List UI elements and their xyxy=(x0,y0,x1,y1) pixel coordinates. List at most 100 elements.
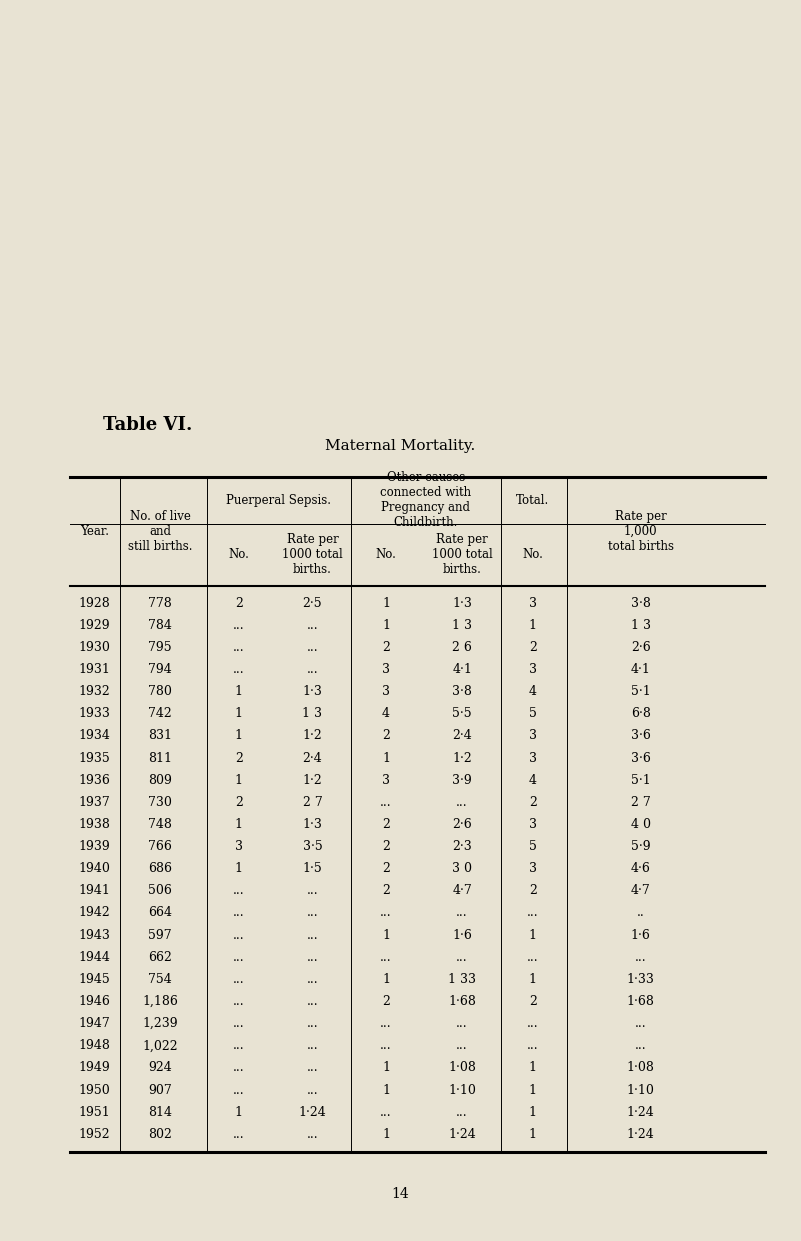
Text: 1·3: 1·3 xyxy=(303,818,322,831)
Text: ...: ... xyxy=(233,973,244,985)
Text: No.: No. xyxy=(522,549,543,561)
Text: 1942: 1942 xyxy=(78,906,111,920)
Text: ...: ... xyxy=(307,1018,318,1030)
Text: 924: 924 xyxy=(148,1061,172,1075)
Text: 1·08: 1·08 xyxy=(449,1061,476,1075)
Text: ...: ... xyxy=(635,1018,646,1030)
Text: No.: No. xyxy=(376,549,396,561)
Text: Total.: Total. xyxy=(516,494,549,506)
Text: ...: ... xyxy=(527,951,538,964)
Text: 1949: 1949 xyxy=(78,1061,111,1075)
Text: 2: 2 xyxy=(382,818,390,831)
Text: 1: 1 xyxy=(382,597,390,609)
Text: 1·68: 1·68 xyxy=(627,995,654,1008)
Text: 1,022: 1,022 xyxy=(143,1039,178,1052)
Text: ...: ... xyxy=(233,995,244,1008)
Text: 4: 4 xyxy=(529,685,537,699)
Text: ...: ... xyxy=(527,906,538,920)
Text: 1933: 1933 xyxy=(78,707,111,720)
Text: ...: ... xyxy=(307,1061,318,1075)
Text: 3: 3 xyxy=(529,818,537,831)
Text: 3: 3 xyxy=(529,862,537,875)
Text: 2: 2 xyxy=(235,752,243,764)
Text: 2: 2 xyxy=(235,795,243,809)
Text: ...: ... xyxy=(380,1039,392,1052)
Text: ...: ... xyxy=(233,906,244,920)
Text: 662: 662 xyxy=(148,951,172,964)
Text: 1·6: 1·6 xyxy=(453,928,472,942)
Text: 1948: 1948 xyxy=(78,1039,111,1052)
Text: 4·1: 4·1 xyxy=(453,663,472,676)
Text: 730: 730 xyxy=(148,795,172,809)
Text: ...: ... xyxy=(635,951,646,964)
Text: 1952: 1952 xyxy=(78,1128,111,1140)
Text: 780: 780 xyxy=(148,685,172,699)
Text: 2: 2 xyxy=(529,885,537,897)
Text: Rate per
1000 total
births.: Rate per 1000 total births. xyxy=(432,534,493,576)
Text: 2: 2 xyxy=(529,995,537,1008)
Text: 3: 3 xyxy=(382,663,390,676)
Text: 2: 2 xyxy=(382,995,390,1008)
Text: ...: ... xyxy=(233,928,244,942)
Text: 1: 1 xyxy=(235,730,243,742)
Text: 802: 802 xyxy=(148,1128,172,1140)
Text: ...: ... xyxy=(307,663,318,676)
Text: 1·24: 1·24 xyxy=(627,1106,654,1118)
Text: 1: 1 xyxy=(529,619,537,632)
Text: 597: 597 xyxy=(148,928,172,942)
Text: 3: 3 xyxy=(529,597,537,609)
Text: 5: 5 xyxy=(529,840,537,853)
Text: 1940: 1940 xyxy=(78,862,111,875)
Text: 778: 778 xyxy=(148,597,172,609)
Text: 1,239: 1,239 xyxy=(143,1018,178,1030)
Text: ...: ... xyxy=(233,1061,244,1075)
Text: 6·8: 6·8 xyxy=(631,707,650,720)
Text: 754: 754 xyxy=(148,973,172,985)
Text: Table VI.: Table VI. xyxy=(103,416,192,434)
Text: 809: 809 xyxy=(148,773,172,787)
Text: 5: 5 xyxy=(529,707,537,720)
Text: 1937: 1937 xyxy=(78,795,111,809)
Text: 1: 1 xyxy=(235,773,243,787)
Text: 2·6: 2·6 xyxy=(631,640,650,654)
Text: 2: 2 xyxy=(382,885,390,897)
Text: 1·10: 1·10 xyxy=(627,1083,654,1097)
Text: 1·6: 1·6 xyxy=(631,928,650,942)
Text: 1·2: 1·2 xyxy=(303,773,322,787)
Text: 2: 2 xyxy=(529,795,537,809)
Text: ...: ... xyxy=(527,1018,538,1030)
Text: ...: ... xyxy=(307,906,318,920)
Text: 1: 1 xyxy=(235,818,243,831)
Text: ...: ... xyxy=(307,1039,318,1052)
Text: ...: ... xyxy=(233,1018,244,1030)
Text: 795: 795 xyxy=(148,640,172,654)
Text: ...: ... xyxy=(307,973,318,985)
Text: ...: ... xyxy=(307,640,318,654)
Text: 1935: 1935 xyxy=(78,752,111,764)
Text: 3: 3 xyxy=(529,730,537,742)
Text: 3: 3 xyxy=(529,663,537,676)
Text: ...: ... xyxy=(457,795,468,809)
Text: 5·1: 5·1 xyxy=(631,685,650,699)
Text: 2·4: 2·4 xyxy=(453,730,472,742)
Text: 2 7: 2 7 xyxy=(631,795,650,809)
Text: 1: 1 xyxy=(235,862,243,875)
Text: 1: 1 xyxy=(382,619,390,632)
Text: 1: 1 xyxy=(382,1128,390,1140)
Text: 1: 1 xyxy=(529,1128,537,1140)
Text: ...: ... xyxy=(233,885,244,897)
Text: 1: 1 xyxy=(529,973,537,985)
Text: 1: 1 xyxy=(382,752,390,764)
Text: 1951: 1951 xyxy=(78,1106,111,1118)
Text: 664: 664 xyxy=(148,906,172,920)
Text: ...: ... xyxy=(457,906,468,920)
Text: 1: 1 xyxy=(382,928,390,942)
Text: 1: 1 xyxy=(235,685,243,699)
Text: 1928: 1928 xyxy=(78,597,111,609)
Text: 1·3: 1·3 xyxy=(453,597,472,609)
Text: ...: ... xyxy=(233,1128,244,1140)
Text: ...: ... xyxy=(233,663,244,676)
Text: ...: ... xyxy=(380,951,392,964)
Text: 1·08: 1·08 xyxy=(627,1061,654,1075)
Text: ...: ... xyxy=(457,1106,468,1118)
